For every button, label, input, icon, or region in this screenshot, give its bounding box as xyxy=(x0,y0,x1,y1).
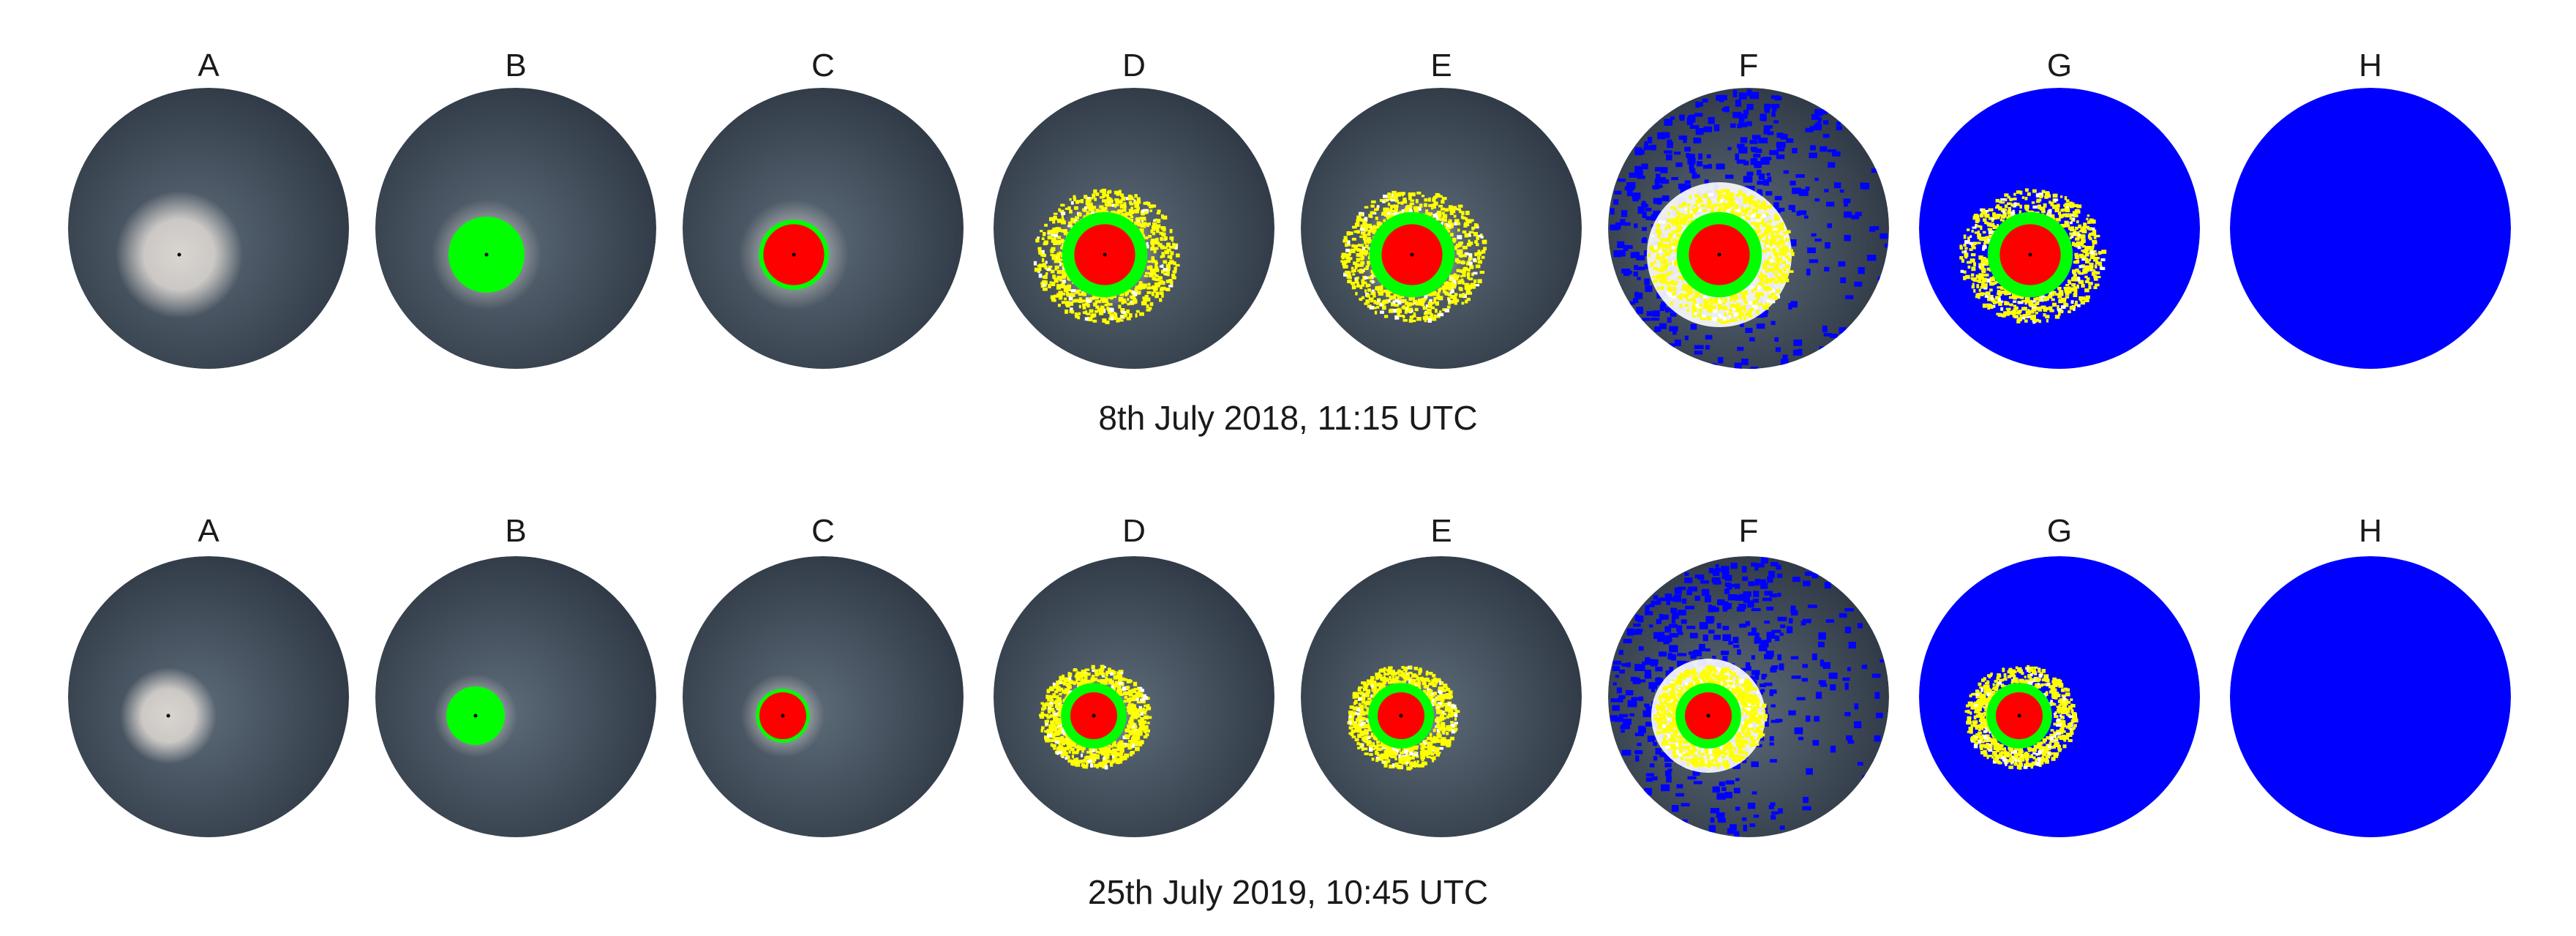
sky-disk-r2-f xyxy=(1608,556,1889,837)
sun-center-marker xyxy=(1717,252,1721,257)
row-2-caption: 25th July 2019, 10:45 UTC xyxy=(1087,873,1489,911)
sky-disk-r2-h xyxy=(2230,556,2511,837)
sky-background xyxy=(375,556,656,837)
sky-disk-r2-c xyxy=(683,556,964,837)
sky-disk-r2-a xyxy=(68,556,349,837)
panel-label-r1-g: G xyxy=(2046,48,2073,83)
cloud-mask-blue xyxy=(2230,88,2511,369)
panel-label-r1-c: C xyxy=(811,48,835,83)
sun-center-marker xyxy=(2028,252,2032,257)
sun-center-marker xyxy=(1706,714,1711,718)
panel-label-r2-c: C xyxy=(811,513,835,549)
sun-center-marker xyxy=(484,252,489,257)
panel-label-r1-d: D xyxy=(1122,48,1146,83)
sky-disk-r1-a xyxy=(68,88,349,369)
sky-disk-r2-g xyxy=(1919,556,2200,837)
panel-label-r2-h: H xyxy=(2359,513,2382,549)
sky-background xyxy=(683,556,964,837)
sky-disk-r1-d xyxy=(994,88,1274,369)
panel-label-r2-d: D xyxy=(1122,513,1146,549)
sun-center-marker xyxy=(781,714,785,718)
panel-label-r2-g: G xyxy=(2046,513,2073,549)
sun-center-marker xyxy=(166,714,170,718)
sun-center-marker xyxy=(177,252,181,257)
sun-center-marker xyxy=(1103,252,1107,257)
sky-disk-r1-e xyxy=(1301,88,1582,369)
sun-center-marker xyxy=(473,714,478,718)
panel-label-r1-h: H xyxy=(2359,48,2382,83)
sky-disk-r2-d xyxy=(994,556,1274,837)
sky-disk-r2-e xyxy=(1301,556,1582,837)
sun-center-marker xyxy=(1410,252,1414,257)
sun-center-marker xyxy=(2017,714,2021,718)
panel-label-r1-e: E xyxy=(1430,48,1452,83)
row-1-caption: 8th July 2018, 11:15 UTC xyxy=(1098,399,1478,437)
cloud-mask-blue xyxy=(2230,556,2511,837)
sun-center-marker xyxy=(792,252,796,257)
sky-disk-r1-h xyxy=(2230,88,2511,369)
sun-center-marker xyxy=(1399,714,1403,718)
panel-label-r2-f: F xyxy=(1738,513,1759,549)
sky-disk-r1-b xyxy=(375,88,656,369)
sky-disk-r2-b xyxy=(375,556,656,837)
sun-center-marker xyxy=(1092,714,1096,718)
panel-label-r1-a: A xyxy=(198,48,219,83)
panel-label-r1-f: F xyxy=(1738,48,1759,83)
sky-disk-r1-g xyxy=(1919,88,2200,369)
panel-label-r2-a: A xyxy=(198,513,219,549)
panel-label-r1-b: B xyxy=(505,48,527,83)
sky-disk-r1-f xyxy=(1608,88,1889,369)
sky-disk-r1-c xyxy=(683,88,964,369)
panel-label-r2-b: B xyxy=(505,513,527,549)
panel-label-r2-e: E xyxy=(1430,513,1452,549)
